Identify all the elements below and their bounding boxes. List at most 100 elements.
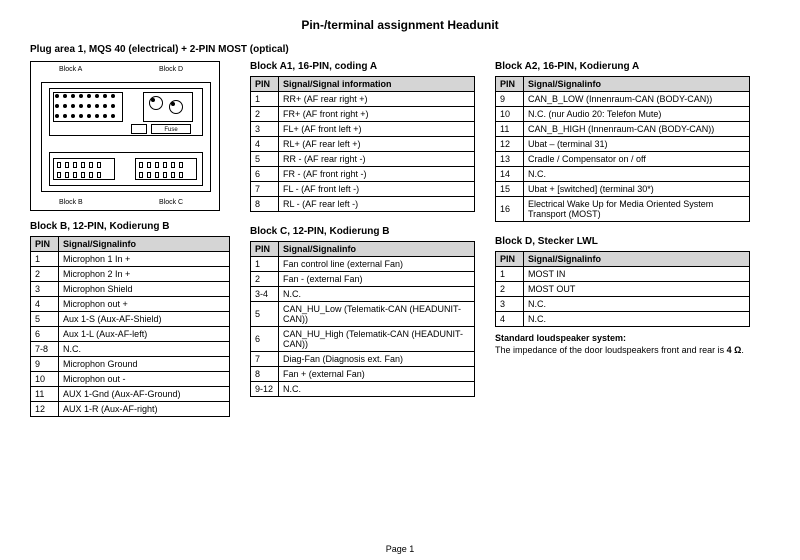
- block-b-table: PIN Signal/Signalinfo 1Microphon 1 In +2…: [30, 236, 230, 417]
- pin-cell: 4: [251, 137, 279, 152]
- signal-cell: MOST OUT: [524, 282, 750, 297]
- table-row: 1Fan control line (external Fan): [251, 257, 475, 272]
- col-signal: Signal/Signal information: [279, 77, 475, 92]
- table-row: 9-12N.C.: [251, 382, 475, 397]
- table-row: 6FR - (AF front right -): [251, 167, 475, 182]
- signal-cell: FR+ (AF front right +): [279, 107, 475, 122]
- signal-cell: Aux 1-L (Aux-AF-left): [59, 327, 230, 342]
- table-row: 12AUX 1-R (Aux-AF-right): [31, 402, 230, 417]
- block-d-table: PIN Signal/Signalinfo 1MOST IN2MOST OUT3…: [495, 251, 750, 327]
- signal-cell: N.C.: [524, 167, 750, 182]
- col-pin: PIN: [31, 237, 59, 252]
- block-c-table: PIN Signal/Signalinfo 1Fan control line …: [250, 241, 475, 397]
- pin-cell: 14: [496, 167, 524, 182]
- table-row: 6Aux 1-L (Aux-AF-left): [31, 327, 230, 342]
- pin-cell: 12: [496, 137, 524, 152]
- table-row: 12Ubat – (terminal 31): [496, 137, 750, 152]
- signal-cell: Diag-Fan (Diagnosis ext. Fan): [279, 352, 475, 367]
- signal-cell: MOST IN: [524, 267, 750, 282]
- pin-cell: 8: [251, 367, 279, 382]
- block-a1-heading: Block A1, 16-PIN, coding A: [250, 61, 475, 72]
- table-row: 5Aux 1-S (Aux-AF-Shield): [31, 312, 230, 327]
- col-signal: Signal/Signalinfo: [59, 237, 230, 252]
- signal-cell: Microphon Shield: [59, 282, 230, 297]
- block-d-heading: Block D, Stecker LWL: [495, 236, 750, 247]
- pin-cell: 4: [496, 312, 524, 327]
- pin-cell: 1: [31, 252, 59, 267]
- table-row: 1MOST IN: [496, 267, 750, 282]
- signal-cell: RR - (AF rear right -): [279, 152, 475, 167]
- table-row: 8RL - (AF rear left -): [251, 197, 475, 212]
- signal-cell: Microphon 1 In +: [59, 252, 230, 267]
- note-text2: .: [741, 345, 744, 355]
- pin-cell: 16: [496, 197, 524, 222]
- pin-cell: 4: [31, 297, 59, 312]
- pin-cell: 1: [251, 257, 279, 272]
- table-row: 14N.C.: [496, 167, 750, 182]
- signal-cell: Microphon out -: [59, 372, 230, 387]
- col-signal: Signal/Signalinfo: [279, 242, 475, 257]
- signal-cell: Microphon 2 In +: [59, 267, 230, 282]
- signal-cell: N.C. (nur Audio 20: Telefon Mute): [524, 107, 750, 122]
- pin-cell: 3: [31, 282, 59, 297]
- signal-cell: CAN_B_HIGH (Innenraum-CAN (BODY-CAN)): [524, 122, 750, 137]
- diagram-label-b: Block B: [59, 199, 83, 206]
- signal-cell: Fan + (external Fan): [279, 367, 475, 382]
- table-row: 16Electrical Wake Up for Media Oriented …: [496, 197, 750, 222]
- loudspeaker-note: Standard loudspeaker system: The impedan…: [495, 333, 750, 356]
- pin-cell: 6: [251, 327, 279, 352]
- block-a2-heading: Block A2, 16-PIN, Kodierung A: [495, 61, 750, 72]
- pin-cell: 13: [496, 152, 524, 167]
- pin-cell: 9-12: [251, 382, 279, 397]
- pin-cell: 11: [496, 122, 524, 137]
- signal-cell: N.C.: [279, 287, 475, 302]
- table-row: 10N.C. (nur Audio 20: Telefon Mute): [496, 107, 750, 122]
- pin-cell: 10: [496, 107, 524, 122]
- pin-cell: 6: [31, 327, 59, 342]
- table-row: 1Microphon 1 In +: [31, 252, 230, 267]
- page-number: Page 1: [0, 544, 800, 554]
- col-pin: PIN: [496, 252, 524, 267]
- pin-cell: 5: [251, 152, 279, 167]
- block-a2-table: PIN Signal/Signalinfo 9CAN_B_LOW (Innenr…: [495, 76, 750, 222]
- pin-cell: 2: [251, 107, 279, 122]
- table-row: 9CAN_B_LOW (Innenraum-CAN (BODY-CAN)): [496, 92, 750, 107]
- pin-cell: 3-4: [251, 287, 279, 302]
- signal-cell: CAN_B_LOW (Innenraum-CAN (BODY-CAN)): [524, 92, 750, 107]
- signal-cell: CAN_HU_Low (Telematik-CAN (HEADUNIT-CAN)…: [279, 302, 475, 327]
- page-subtitle: Plug area 1, MQS 40 (electrical) + 2-PIN…: [30, 44, 770, 55]
- block-b-heading: Block B, 12-PIN, Kodierung B: [30, 221, 230, 232]
- signal-cell: N.C.: [524, 297, 750, 312]
- table-row: 2Fan - (external Fan): [251, 272, 475, 287]
- signal-cell: N.C.: [524, 312, 750, 327]
- table-row: 4RL+ (AF rear left +): [251, 137, 475, 152]
- diagram-label-d: Block D: [159, 66, 183, 73]
- pin-cell: 3: [496, 297, 524, 312]
- pin-cell: 6: [251, 167, 279, 182]
- table-row: 5RR - (AF rear right -): [251, 152, 475, 167]
- pin-cell: 5: [251, 302, 279, 327]
- table-row: 7FL - (AF front left -): [251, 182, 475, 197]
- signal-cell: Aux 1-S (Aux-AF-Shield): [59, 312, 230, 327]
- table-row: 4N.C.: [496, 312, 750, 327]
- table-row: 7-8N.C.: [31, 342, 230, 357]
- signal-cell: RL+ (AF rear left +): [279, 137, 475, 152]
- table-row: 11CAN_B_HIGH (Innenraum-CAN (BODY-CAN)): [496, 122, 750, 137]
- pin-cell: 10: [31, 372, 59, 387]
- signal-cell: Microphon out +: [59, 297, 230, 312]
- table-row: 4Microphon out +: [31, 297, 230, 312]
- signal-cell: Ubat + [switched] (terminal 30*): [524, 182, 750, 197]
- table-row: 3-4N.C.: [251, 287, 475, 302]
- signal-cell: FL - (AF front left -): [279, 182, 475, 197]
- signal-cell: Fan - (external Fan): [279, 272, 475, 287]
- signal-cell: Electrical Wake Up for Media Oriented Sy…: [524, 197, 750, 222]
- signal-cell: AUX 1-Gnd (Aux-AF-Ground): [59, 387, 230, 402]
- pin-cell: 7-8: [31, 342, 59, 357]
- table-row: 3N.C.: [496, 297, 750, 312]
- table-row: 3Microphon Shield: [31, 282, 230, 297]
- note-heading: Standard loudspeaker system:: [495, 333, 626, 343]
- pin-cell: 1: [251, 92, 279, 107]
- note-text1: The impedance of the door loudspeakers f…: [495, 345, 727, 355]
- table-row: 8Fan + (external Fan): [251, 367, 475, 382]
- signal-cell: Cradle / Compensator on / off: [524, 152, 750, 167]
